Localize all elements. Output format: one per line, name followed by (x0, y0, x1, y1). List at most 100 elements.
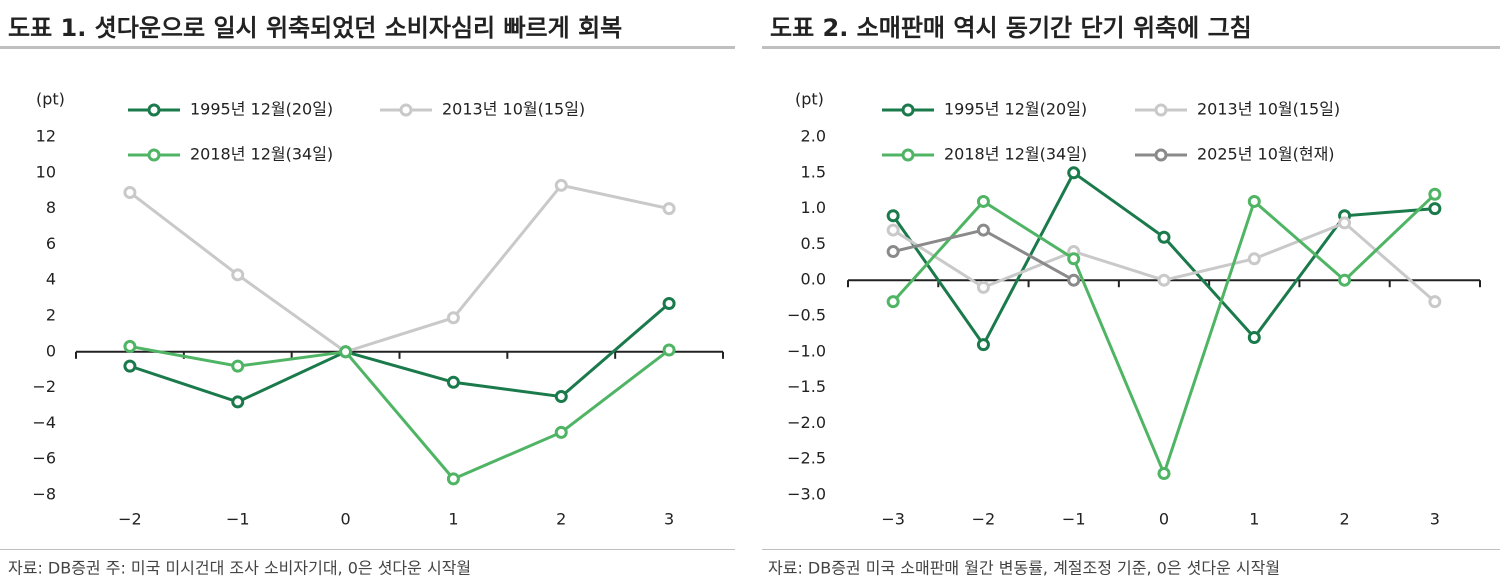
y-tick-label: 1.0 (801, 198, 826, 217)
legend-marker (1154, 148, 1168, 162)
y-tick-label: −2.0 (787, 413, 826, 432)
x-tick-label: 0 (1159, 510, 1169, 529)
title-rule (0, 46, 735, 49)
y-tick-label: −1.0 (787, 341, 826, 360)
y-tick-label: −3.0 (787, 485, 826, 504)
data-point (446, 375, 460, 389)
legend-marker (901, 103, 915, 117)
x-tick-label: 1 (448, 510, 458, 529)
data-point (1247, 330, 1261, 344)
data-point (1157, 230, 1171, 244)
data-point (1338, 273, 1352, 287)
data-point (1428, 187, 1442, 201)
legend-marker (399, 103, 413, 117)
y-axis-label: (pt) (36, 90, 65, 109)
x-tick-label: −3 (881, 510, 905, 529)
footer-rule (762, 549, 1500, 550)
y-axis-label: (pt) (795, 90, 824, 109)
data-point (123, 359, 137, 373)
x-tick-label: −2 (118, 510, 142, 529)
data-point (976, 280, 990, 294)
data-point (446, 311, 460, 325)
series-line (129, 183, 670, 354)
y-tick-label: 0.5 (801, 234, 826, 253)
data-point (886, 223, 900, 237)
legend-label: 1995년 12월(20일) (944, 100, 1087, 119)
data-point (976, 338, 990, 352)
data-point (1067, 273, 1081, 287)
x-tick-label: −1 (226, 510, 250, 529)
y-tick-label: −1.5 (787, 377, 826, 396)
data-point (231, 359, 245, 373)
data-point (1247, 252, 1261, 266)
y-tick-label: 1.5 (801, 162, 826, 181)
data-point (123, 185, 137, 199)
series-line (129, 302, 671, 404)
legend-marker (1154, 103, 1168, 117)
data-point (662, 202, 676, 216)
legend-label: 2025년 10월(현재) (1197, 145, 1335, 164)
chart-title: 도표 1. 셧다운으로 일시 위축되었던 소비자심리 빠르게 회복 (8, 14, 622, 42)
data-point (554, 425, 568, 439)
data-point (231, 395, 245, 409)
y-tick-label: −4 (32, 413, 56, 432)
x-tick-label: 2 (1339, 510, 1349, 529)
chart-title: 도표 2. 소매판매 역시 동기간 단기 위축에 그침 (770, 14, 1252, 42)
y-tick-label: −8 (32, 485, 56, 504)
y-tick-label: 8 (46, 198, 56, 217)
data-point (1157, 467, 1171, 481)
x-tick-label: −1 (1062, 510, 1086, 529)
y-tick-label: 0.0 (801, 270, 826, 289)
data-point (662, 296, 676, 310)
data-point (886, 245, 900, 259)
x-tick-label: 0 (340, 510, 350, 529)
y-tick-label: 2 (46, 306, 56, 325)
y-tick-label: 12 (36, 127, 56, 146)
data-point (886, 295, 900, 309)
data-point (554, 178, 568, 192)
data-point (554, 390, 568, 404)
data-point (1067, 252, 1081, 266)
legend-label: 2018년 12월(34일) (944, 145, 1087, 164)
data-point (1067, 166, 1081, 180)
legend-label: 2013년 10월(15일) (442, 100, 585, 119)
legend-marker (147, 103, 161, 117)
data-point (1428, 202, 1442, 216)
source-note: 자료: DB증권 미국 소매판매 월간 변동률, 계절조정 기준, 0은 셧다운… (768, 559, 1280, 578)
y-tick-label: −0.5 (787, 306, 826, 325)
x-tick-label: −2 (972, 510, 996, 529)
data-point (446, 472, 460, 486)
y-tick-label: 0 (46, 341, 56, 360)
source-note: 자료: DB증권 주: 미국 미시건대 조사 소비자기대, 0은 셧다운 시작월 (8, 559, 471, 578)
legend-marker (147, 148, 161, 162)
y-tick-label: 6 (46, 234, 56, 253)
y-tick-label: −6 (32, 449, 56, 468)
legend-label: 2013년 10월(15일) (1197, 100, 1340, 119)
x-tick-label: 1 (1249, 510, 1259, 529)
data-point (1428, 295, 1442, 309)
data-point (976, 223, 990, 237)
legend-label: 1995년 12월(20일) (190, 100, 333, 119)
series-line (129, 344, 670, 481)
data-point (339, 345, 353, 359)
y-tick-label: 4 (46, 270, 56, 289)
data-point (1157, 273, 1171, 287)
x-tick-label: 2 (556, 510, 566, 529)
y-tick-label: 10 (36, 162, 56, 181)
y-tick-label: 2.0 (801, 127, 826, 146)
series-line (891, 170, 1435, 348)
x-tick-label: 3 (1430, 510, 1440, 529)
legend-marker (901, 148, 915, 162)
footer-rule (0, 549, 735, 550)
data-point (886, 209, 900, 223)
data-point (662, 343, 676, 357)
legend-label: 2018년 12월(34일) (190, 145, 333, 164)
y-tick-label: −2.5 (787, 449, 826, 468)
data-point (1338, 216, 1352, 230)
title-rule (762, 46, 1500, 49)
data-point (231, 268, 245, 282)
data-point (976, 194, 990, 208)
y-tick-label: −2 (32, 377, 56, 396)
data-point (123, 339, 137, 353)
